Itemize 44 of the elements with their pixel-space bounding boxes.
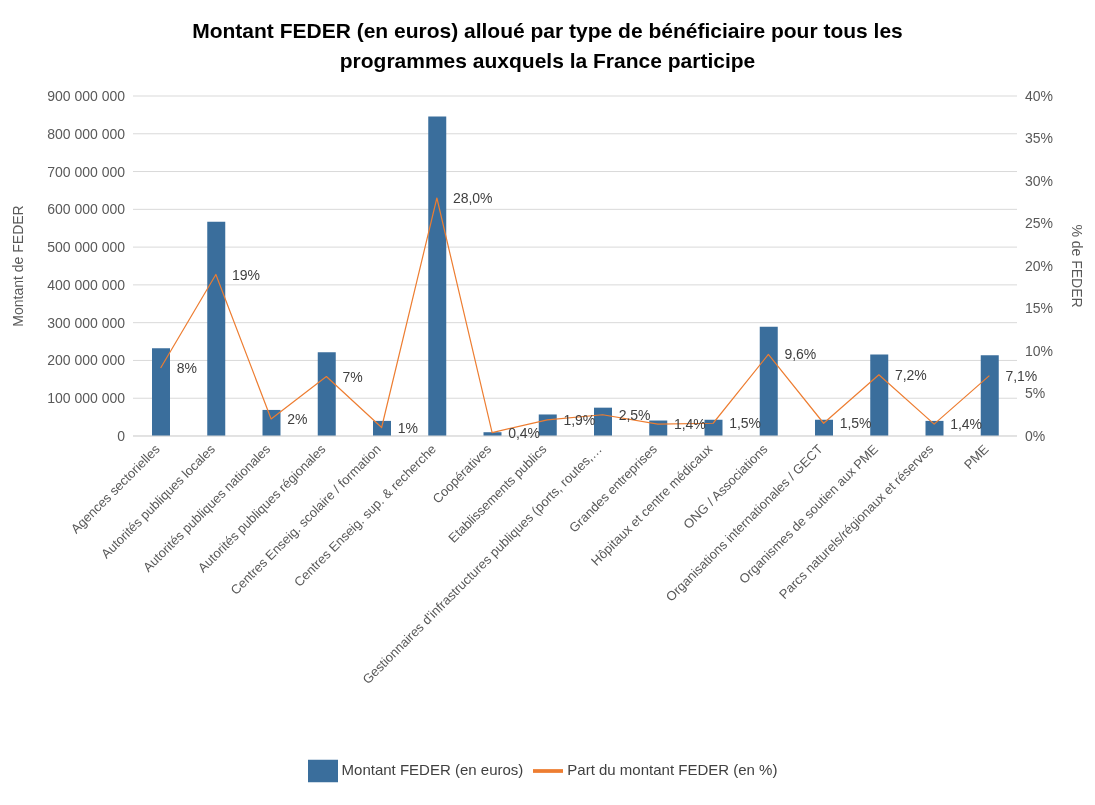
bar	[428, 116, 447, 436]
bar	[207, 221, 226, 436]
data-label: 19%	[231, 266, 260, 283]
y-tick-label: 300 000 000	[47, 314, 126, 331]
legend-label: Montant FEDER (en euros)	[341, 760, 524, 778]
y-tick-label: 0	[117, 427, 126, 444]
data-label: 9,6%	[784, 346, 817, 363]
bar	[262, 409, 281, 436]
data-label: 2%	[287, 411, 308, 427]
y2-axis-title: % de FEDER	[1069, 224, 1086, 308]
y2-tick-label: 35%	[1025, 130, 1054, 147]
data-label: 2,5%	[618, 406, 651, 423]
y2-tick-label: 0%	[1025, 427, 1046, 444]
y-tick-label: 100 000 000	[47, 390, 126, 407]
bar	[759, 326, 778, 436]
data-label: 1%	[397, 419, 418, 436]
bar	[870, 354, 889, 436]
data-label: 8%	[176, 360, 197, 376]
chart-title: Montant FEDER (en euros) alloué par type de bénéficiaire pour tous les programmes auxquels la France participe	[191, 18, 904, 74]
data-label: 28,0%	[452, 190, 493, 206]
y2-tick-label: 20%	[1025, 257, 1054, 274]
y-tick-label: 900 000 000	[47, 87, 126, 104]
y-tick-label: 800 000 000	[47, 125, 126, 142]
y2-tick-label: 40%	[1025, 87, 1054, 104]
y-tick-label: 600 000 000	[47, 201, 126, 218]
y2-tick-label: 10%	[1025, 342, 1054, 359]
bar	[152, 348, 170, 436]
legend-label: Part du montant FEDER (en %)	[567, 760, 778, 778]
y2-tick-label: 25%	[1025, 215, 1054, 232]
y-tick-label: 200 000 000	[47, 352, 126, 369]
data-label: 7,1%	[1005, 367, 1038, 384]
y2-tick-label: 30%	[1025, 172, 1054, 189]
y2-tick-label: 15%	[1025, 300, 1054, 317]
bar	[538, 414, 557, 436]
bar	[980, 355, 999, 436]
data-label: 7,2%	[894, 366, 927, 383]
y-axis-title: Montant de FEDER	[9, 205, 26, 327]
y-tick-label: 700 000 000	[47, 163, 126, 180]
y-tick-label: 500 000 000	[47, 239, 126, 256]
data-label: 7%	[342, 368, 363, 385]
data-label: 0,4%	[508, 424, 541, 441]
y-tick-label: 400 000 000	[47, 276, 126, 293]
y2-tick-label: 5%	[1025, 385, 1046, 402]
bar	[317, 352, 336, 436]
